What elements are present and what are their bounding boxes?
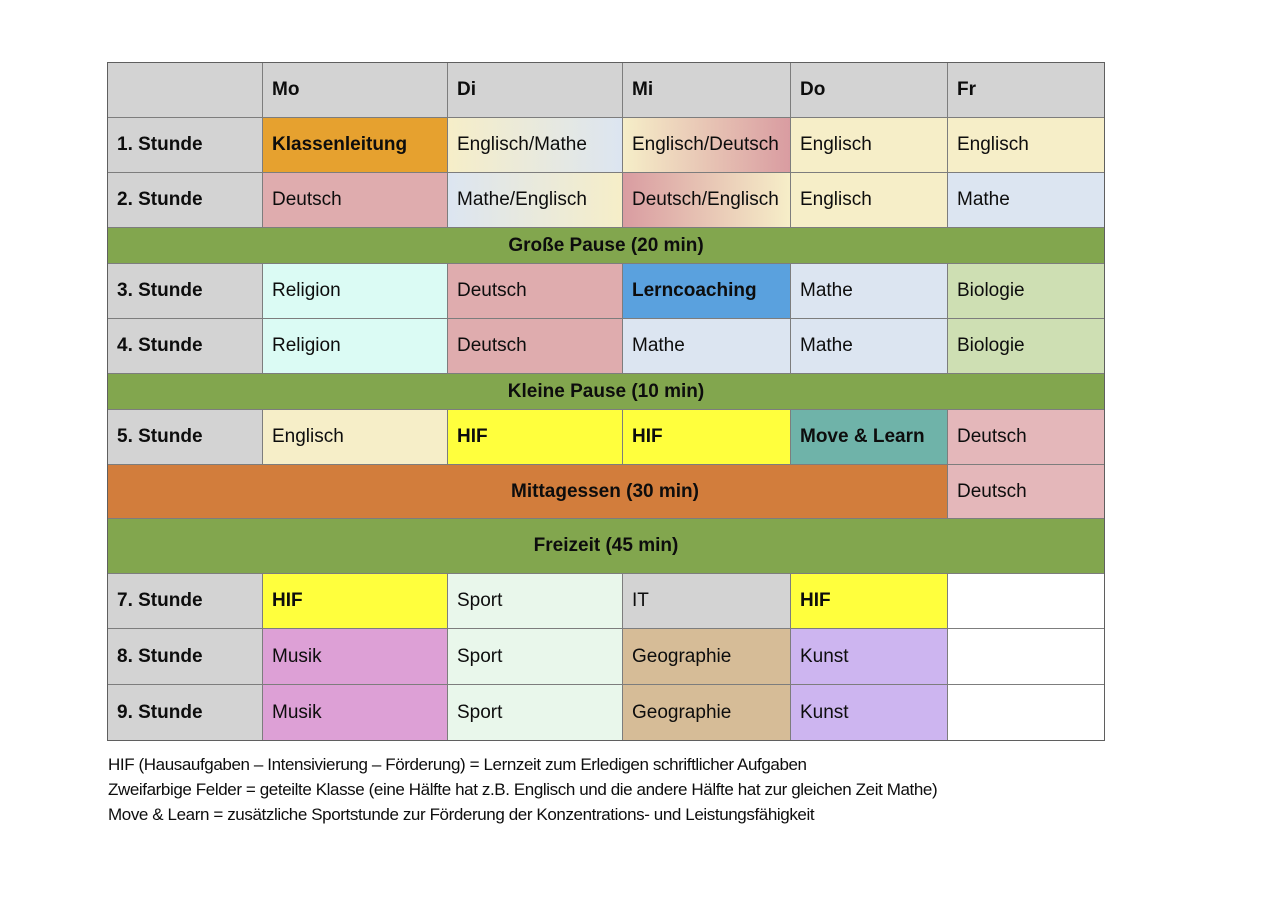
cell-fr-stunde-4: Biologie	[948, 319, 1104, 374]
row-stunde-9: 9. Stunde Musik Sport Geographie Kunst	[108, 685, 1104, 740]
cell-mi-stunde-9: Geographie	[623, 685, 791, 740]
cell-fr-stunde-2: Mathe	[948, 173, 1104, 228]
cell-do-stunde-5: Move & Learn	[791, 410, 948, 465]
row-label-stunde-1: 1. Stunde	[108, 118, 263, 173]
row-grosse-pause: Große Pause (20 min)	[108, 228, 1104, 264]
row-label-stunde-4: 4. Stunde	[108, 319, 263, 374]
row-freizeit: Freizeit (45 min)	[108, 519, 1104, 574]
break-cell-freizeit: Freizeit (45 min)	[108, 519, 1104, 574]
col-header-di: Di	[448, 63, 623, 118]
col-header-fr: Fr	[948, 63, 1104, 118]
cell-di-stunde-2: Mathe/Englisch	[448, 173, 623, 228]
break-cell-mittagessen: Mittagessen (30 min)	[108, 465, 948, 519]
row-header: Mo Di Mi Do Fr	[108, 63, 1104, 118]
cell-fr-mittagessen: Deutsch	[948, 465, 1104, 519]
cell-mi-stunde-2: Deutsch/Englisch	[623, 173, 791, 228]
cell-mo-stunde-1: Klassenleitung	[263, 118, 448, 173]
cell-di-stunde-4: Deutsch	[448, 319, 623, 374]
row-kleine-pause: Kleine Pause (10 min)	[108, 374, 1104, 410]
cell-do-stunde-8: Kunst	[791, 629, 948, 685]
row-stunde-4: 4. Stunde Religion Deutsch Mathe Mathe Biolog…	[108, 319, 1104, 374]
row-stunde-8: 8. Stunde Musik Sport Geographie Kunst	[108, 629, 1104, 685]
cell-di-stunde-7: Sport	[448, 574, 623, 629]
row-label-stunde-8: 8. Stunde	[108, 629, 263, 685]
cell-mi-stunde-3: Lerncoaching	[623, 264, 791, 319]
cell-fr-stunde-3: Biologie	[948, 264, 1104, 319]
row-stunde-7: 7. Stunde HIF Sport IT HIF	[108, 574, 1104, 629]
row-stunde-1: 1. Stunde Klassenleitung Englisch/Mathe Eng…	[108, 118, 1104, 173]
row-label-stunde-3: 3. Stunde	[108, 264, 263, 319]
corner-cell	[108, 63, 263, 118]
col-header-mo: Mo	[263, 63, 448, 118]
row-label-stunde-5: 5. Stunde	[108, 410, 263, 465]
cell-mo-stunde-7: HIF	[263, 574, 448, 629]
cell-do-stunde-7: HIF	[791, 574, 948, 629]
cell-di-stunde-9: Sport	[448, 685, 623, 740]
cell-fr-stunde-5: Deutsch	[948, 410, 1104, 465]
cell-di-stunde-1: Englisch/Mathe	[448, 118, 623, 173]
cell-mi-stunde-8: Geographie	[623, 629, 791, 685]
row-stunde-3: 3. Stunde Religion Deutsch Lerncoaching Math…	[108, 264, 1104, 319]
cell-fr-stunde-9	[948, 685, 1104, 740]
cell-mo-stunde-5: Englisch	[263, 410, 448, 465]
cell-mo-stunde-2: Deutsch	[263, 173, 448, 228]
row-stunde-5: 5. Stunde Englisch HIF HIF Move & Learn Deuts…	[108, 410, 1104, 465]
break-cell-grosse-pause: Große Pause (20 min)	[108, 228, 1104, 264]
cell-mi-stunde-4: Mathe	[623, 319, 791, 374]
cell-do-stunde-9: Kunst	[791, 685, 948, 740]
timetable: Mo Di Mi Do Fr 1. Stunde Klassenleitung Englisc…	[107, 62, 1105, 741]
cell-mi-stunde-7: IT	[623, 574, 791, 629]
cell-di-stunde-8: Sport	[448, 629, 623, 685]
break-cell-kleine-pause: Kleine Pause (10 min)	[108, 374, 1104, 410]
cell-mo-stunde-8: Musik	[263, 629, 448, 685]
cell-mi-stunde-1: Englisch/Deutsch	[623, 118, 791, 173]
row-label-stunde-2: 2. Stunde	[108, 173, 263, 228]
col-header-do: Do	[791, 63, 948, 118]
cell-do-stunde-4: Mathe	[791, 319, 948, 374]
cell-mo-stunde-9: Musik	[263, 685, 448, 740]
row-label-stunde-9: 9. Stunde	[108, 685, 263, 740]
row-mittagessen: Mittagessen (30 min) Deutsch	[108, 465, 1104, 519]
cell-do-stunde-3: Mathe	[791, 264, 948, 319]
cell-fr-stunde-8	[948, 629, 1104, 685]
legend-line-move-learn: Move & Learn = zusätzliche Sportstunde z…	[108, 805, 815, 824]
legend-line-hif: HIF (Hausaufgaben – Intensivierung – För…	[108, 755, 807, 774]
row-stunde-2: 2. Stunde Deutsch Mathe/Englisch Deutsch/En…	[108, 173, 1104, 228]
cell-fr-stunde-1: Englisch	[948, 118, 1104, 173]
col-header-mi: Mi	[623, 63, 791, 118]
legend-line-split-cells: Zweifarbige Felder = geteilte Klasse (ei…	[108, 780, 938, 799]
row-label-stunde-7: 7. Stunde	[108, 574, 263, 629]
cell-di-stunde-3: Deutsch	[448, 264, 623, 319]
cell-mi-stunde-5: HIF	[623, 410, 791, 465]
cell-mo-stunde-3: Religion	[263, 264, 448, 319]
cell-do-stunde-1: Englisch	[791, 118, 948, 173]
cell-fr-stunde-7	[948, 574, 1104, 629]
cell-mo-stunde-4: Religion	[263, 319, 448, 374]
legend: HIF (Hausaufgaben – Intensivierung – För…	[108, 752, 938, 827]
cell-di-stunde-5: HIF	[448, 410, 623, 465]
cell-do-stunde-2: Englisch	[791, 173, 948, 228]
